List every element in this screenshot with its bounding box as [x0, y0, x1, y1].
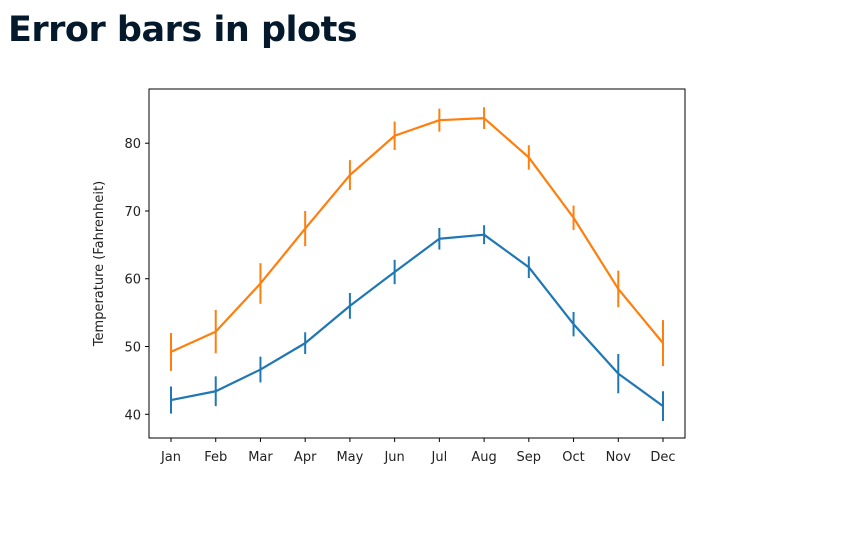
x-tick-label: Mar: [248, 450, 273, 465]
chart-axes: Jan Feb Mar Apr May Jun Jul Aug Sep Oct Nov Dec 40 50…: [124, 137, 675, 465]
x-tick-label: Apr: [294, 450, 317, 465]
x-tick-label: Feb: [204, 450, 227, 465]
x-tick-label: Nov: [606, 450, 632, 465]
x-tick-label: Jan: [160, 450, 181, 465]
y-tick-label: 60: [124, 273, 141, 288]
series-line: [170, 233, 664, 408]
page-title: Error bars in plots: [8, 10, 358, 50]
chart-marks: [170, 107, 664, 422]
plot-frame: [148, 88, 686, 439]
x-tick-label: Sep: [517, 450, 542, 465]
y-tick-label: 70: [124, 205, 141, 220]
y-tick-label: 50: [124, 341, 141, 356]
series-1: [170, 107, 664, 371]
x-tick-label: Jun: [383, 450, 404, 465]
x-tick-label: Jul: [431, 450, 448, 465]
y-tick-label: 80: [124, 137, 141, 152]
x-tick-label: Aug: [471, 450, 496, 465]
y-tick-label: 40: [124, 408, 141, 423]
y-axis-label: Temperature (Fahrenheit): [92, 181, 107, 347]
series-0: [170, 225, 664, 422]
series-line: [170, 117, 664, 353]
x-tick-label: Oct: [562, 450, 584, 465]
x-tick-label: Dec: [650, 450, 675, 465]
x-tick-label: May: [336, 450, 363, 465]
